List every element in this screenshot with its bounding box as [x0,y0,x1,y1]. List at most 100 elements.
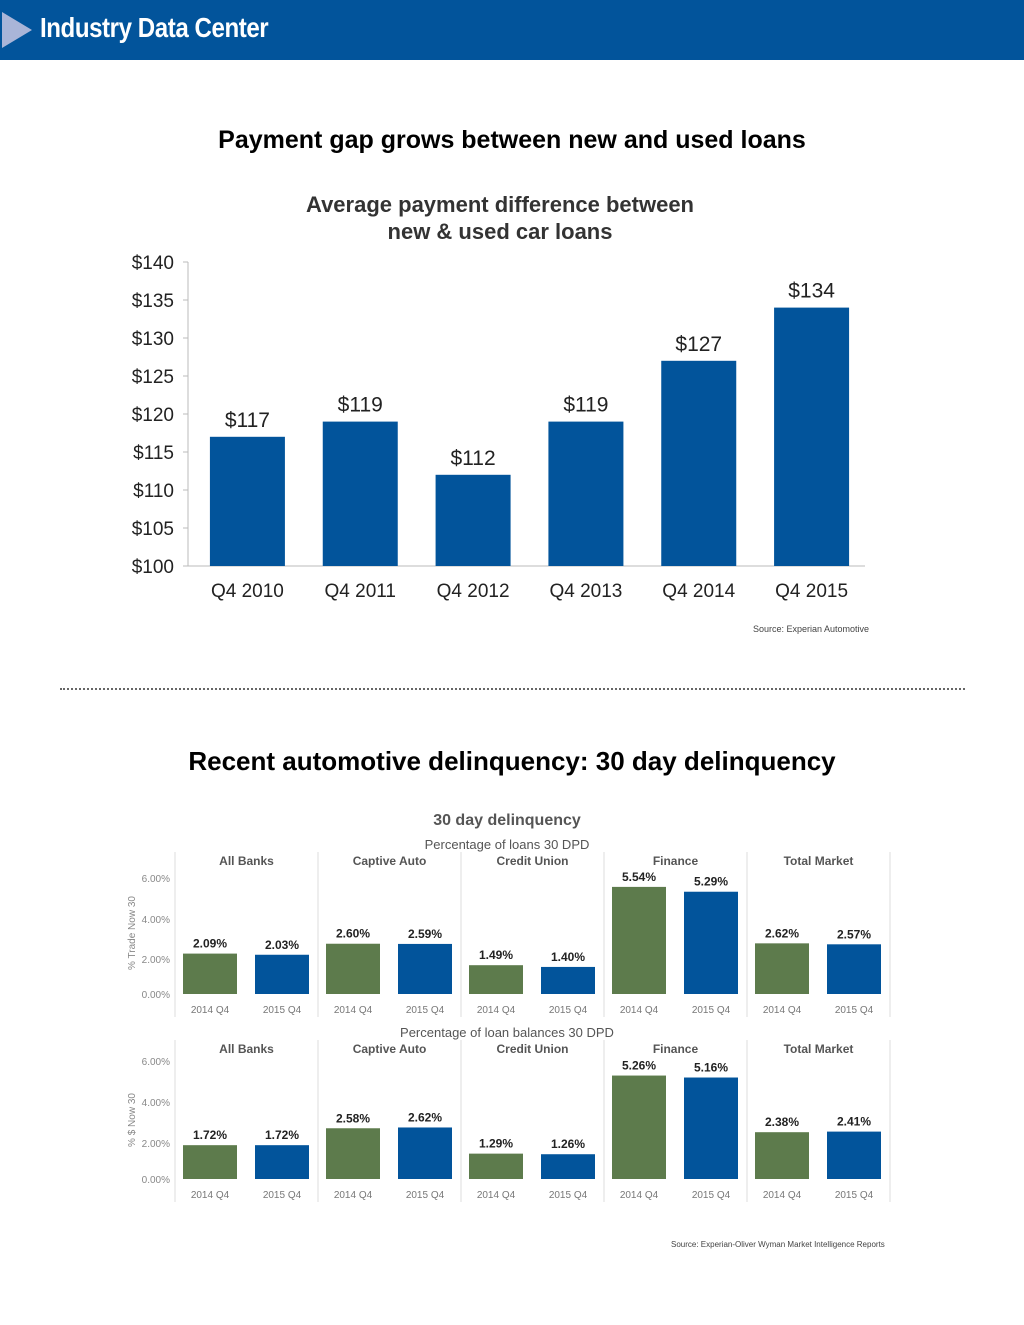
bar [435,474,511,566]
bar [827,1131,881,1179]
bar-value-label: $134 [788,280,835,303]
bar [255,954,309,994]
bar-value-label: 1.72% [265,1128,299,1142]
x-tick-label: Q4 2010 [211,581,284,602]
bar [541,966,595,994]
group-header: Credit Union [497,1042,569,1056]
y-tick-label: $135 [132,291,174,312]
chart-title-line: new & used car loans [388,219,613,244]
x-tick-label: 2014 Q4 [620,1005,659,1016]
bar-value-label: 1.26% [551,1137,585,1151]
bar [398,1127,452,1179]
bar-value-label: 2.38% [765,1115,799,1129]
y-tick-label: 0.00% [142,1175,170,1186]
x-tick-label: 2015 Q4 [692,1190,731,1201]
bar [774,307,850,566]
x-tick-label: 2015 Q4 [835,1005,874,1016]
bar [755,1132,809,1179]
bar-value-label: 2.41% [837,1115,871,1129]
y-tick-label: 2.00% [142,955,170,966]
bar [183,1145,237,1179]
panel-subtitle: Percentage of loans 30 DPD [425,837,590,852]
bar [322,421,398,566]
x-tick-label: Q4 2013 [549,581,622,602]
group-header: Finance [653,1042,699,1056]
bar-value-label: 5.16% [694,1061,728,1075]
x-tick-label: 2014 Q4 [191,1190,230,1201]
bar-value-label: 2.62% [408,1110,442,1124]
y-tick-label: $115 [133,443,174,464]
bar [326,1128,380,1179]
panel-subtitle: Percentage of loan balances 30 DPD [400,1025,614,1040]
bar [183,953,237,994]
bar [684,891,738,994]
x-tick-label: 2014 Q4 [334,1190,373,1201]
group-header: Total Market [784,854,854,868]
bar-value-label: $119 [338,394,383,417]
x-tick-label: 2014 Q4 [477,1190,516,1201]
y-tick-label: $130 [132,329,174,350]
x-tick-label: 2014 Q4 [191,1005,230,1016]
bar-value-label: 2.60% [336,927,370,941]
x-tick-label: Q4 2011 [325,581,396,602]
bar [255,1145,309,1179]
chart-title: 30 day delinquency [433,812,581,829]
bar [469,1153,523,1179]
x-tick-label: 2015 Q4 [835,1190,874,1201]
section-divider [60,688,965,690]
x-tick-label: 2015 Q4 [406,1005,445,1016]
y-tick-label: $140 [132,253,174,274]
bar [398,943,452,994]
x-tick-label: 2015 Q4 [692,1005,731,1016]
bar-value-label: 2.09% [193,937,227,951]
bar [209,436,285,566]
y-tick-label: $110 [133,481,174,502]
bar [755,943,809,994]
y-axis-label: % $ Now 30 [127,1093,138,1147]
y-tick-label: 0.00% [142,990,170,1001]
bar-value-label: 2.03% [265,938,299,952]
bar-value-label: 2.57% [837,927,871,941]
x-tick-label: 2014 Q4 [477,1005,516,1016]
y-tick-label: 6.00% [142,1057,170,1068]
bar [548,421,624,566]
bar [684,1077,738,1179]
bar-value-label: $112 [450,447,495,470]
chart-title-line: Average payment difference between [306,192,694,217]
x-tick-label: Q4 2015 [775,581,848,602]
x-tick-label: Q4 2012 [437,581,510,602]
bar-value-label: $119 [563,394,608,417]
x-tick-label: 2015 Q4 [549,1005,588,1016]
bar [469,965,523,994]
group-header: Credit Union [497,854,569,868]
x-tick-label: Q4 2014 [662,581,735,602]
bar-value-label: 1.72% [193,1128,227,1142]
y-tick-label: 4.00% [142,1098,170,1109]
group-header: All Banks [219,854,274,868]
group-header: Finance [653,854,699,868]
bar-value-label: $117 [225,409,270,432]
y-tick-label: 6.00% [142,874,170,885]
page-header: Industry Data Center [0,0,1024,60]
section1-heading: Payment gap grows between new and used l… [218,126,806,154]
section2-heading: Recent automotive delinquency: 30 day de… [188,746,836,776]
y-tick-label: 2.00% [142,1139,170,1150]
bar [612,886,666,994]
play-arrow-icon [2,12,32,48]
header-title: Industry Data Center [40,12,269,43]
bar [612,1075,666,1179]
bar-value-label: 1.40% [551,950,585,964]
x-tick-label: 2014 Q4 [763,1190,802,1201]
x-tick-label: 2015 Q4 [263,1005,302,1016]
bar [541,1154,595,1179]
y-tick-label: 4.00% [142,915,170,926]
x-tick-label: 2015 Q4 [549,1190,588,1201]
group-header: Captive Auto [353,854,427,868]
bar-value-label: 1.49% [479,948,513,962]
source-note-1: Source: Experian Automotive [753,624,870,634]
x-tick-label: 2014 Q4 [334,1005,373,1016]
y-tick-label: $120 [132,405,174,426]
bar-value-label: 5.26% [622,1059,656,1073]
source-note-2: Source: Experian-Oliver Wyman Market Int… [671,1240,885,1249]
